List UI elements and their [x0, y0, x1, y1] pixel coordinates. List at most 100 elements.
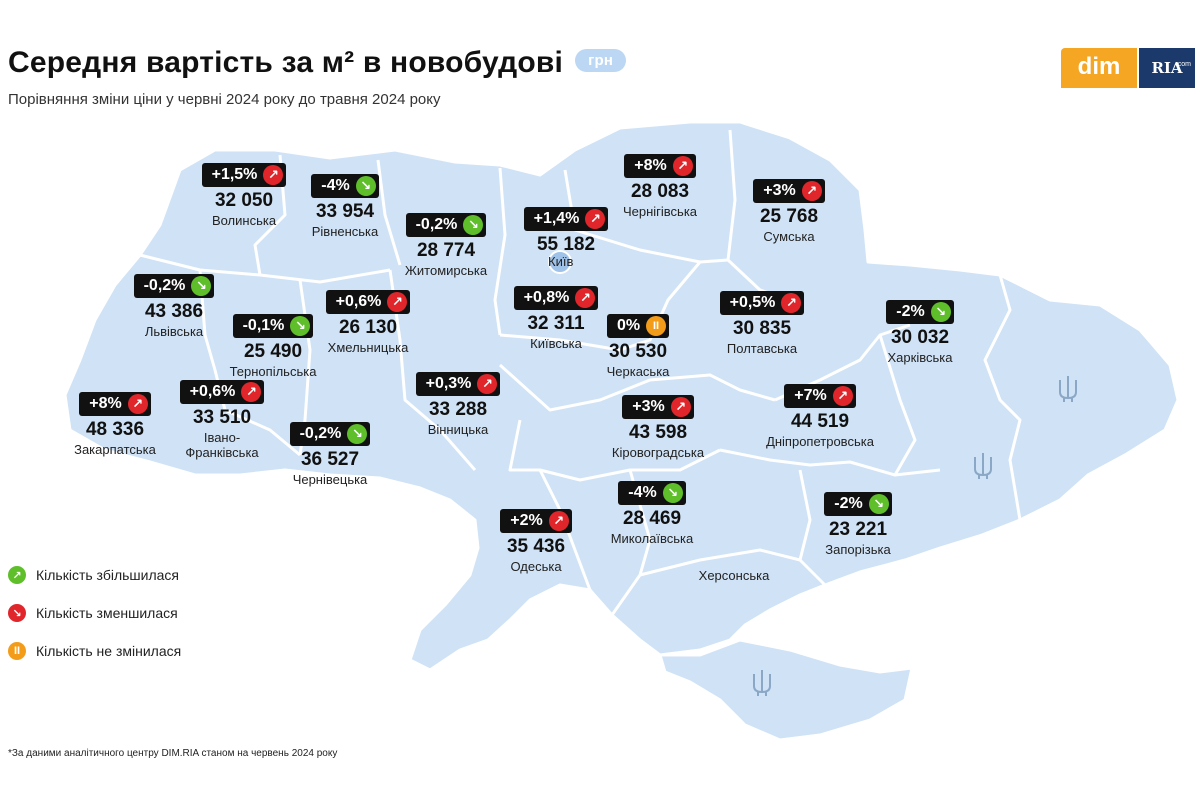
title-text: Середня вартість за м² в новобудові — [8, 46, 564, 79]
change-value: -0,1% — [242, 317, 285, 334]
change-value: +0,6% — [189, 383, 236, 400]
region-mykolaivska: -4% ↘ 28 469 Миколаївська — [596, 481, 708, 546]
region-name: Чернівецька — [292, 472, 368, 487]
change-pill: +0,8% ↗ — [513, 286, 599, 310]
region-name: Дніпропетровська — [766, 434, 874, 449]
price-value: 25 490 — [243, 341, 303, 362]
region-ivano-frankivska: +0,6% ↗ 33 510 Івано- Франківська — [170, 380, 274, 460]
region-kharkivska: -2% ↘ 30 032 Харківська — [872, 300, 968, 365]
increase-arrow-icon: ↗ — [781, 293, 802, 313]
region-lvivska: -0,2% ↘ 43 386 Львівська — [128, 274, 220, 339]
change-value: -4% — [628, 484, 657, 501]
region-name: Одеська — [510, 559, 562, 574]
logo-ria-text: RIA — [1151, 59, 1183, 77]
change-pill: +1,4% ↗ — [523, 207, 609, 231]
region-name: Київська — [530, 336, 582, 351]
change-value: +2% — [510, 512, 543, 529]
region-name: Львівська — [144, 324, 204, 339]
price-value: 35 436 — [506, 536, 566, 557]
page-subtitle: Порівняння зміни ціни у червні 2024 року… — [8, 91, 441, 108]
change-value: +1,5% — [211, 166, 258, 183]
trident-icon — [1059, 376, 1077, 402]
price-value: 48 336 — [85, 419, 145, 440]
decrease-arrow-icon: ↘ — [662, 483, 683, 503]
change-value: -2% — [834, 495, 863, 512]
increase-arrow-icon: ↗ — [670, 397, 691, 417]
increase-arrow-icon: ↗ — [127, 394, 148, 414]
change-value: -2% — [896, 303, 925, 320]
increase-arrow-icon: ↗ — [672, 156, 693, 176]
price-value: 36 527 — [300, 449, 360, 470]
region-name: Сумська — [763, 229, 815, 244]
legend-item-decrease: ↘ Кількість зменшилася — [8, 604, 178, 622]
increase-arrow-icon: ↗ — [801, 181, 822, 201]
region-name: Рівненська — [311, 224, 379, 239]
decrease-arrow-icon: ↘ — [191, 276, 212, 296]
legend-item-unchanged: II Кількість не змінилася — [8, 642, 181, 660]
increase-arrow-icon: ↗ — [241, 382, 262, 402]
increase-arrow-icon: ↗ — [548, 511, 569, 531]
price-value: 30 032 — [890, 327, 950, 348]
region-name: Кіровоградська — [611, 445, 705, 460]
logo-dim: dim — [1061, 48, 1137, 88]
change-pill: +0,6% ↗ — [179, 380, 265, 404]
price-value: 33 954 — [315, 201, 375, 222]
region-ternopilska: -0,1% ↘ 25 490 Тернопільська — [218, 314, 328, 379]
change-pill: -0,2% ↘ — [133, 274, 215, 298]
oblast-border — [719, 448, 941, 477]
region-khmelnytska: +0,6% ↗ 26 130 Хмельницька — [318, 290, 418, 355]
oblast-border — [508, 419, 721, 482]
oblast-border — [610, 469, 652, 616]
region-name: Полтавська — [726, 341, 798, 356]
price-value: 33 288 — [428, 399, 488, 420]
region-zakarpatska: +8% ↗ 48 336 Закарпатська — [60, 392, 170, 457]
legend-label: Кількість зменшилася — [36, 605, 178, 621]
oblast-border — [493, 167, 507, 336]
region-kyiv: +1,4% ↗ 55 182 — [522, 207, 610, 256]
change-pill: -0,2% ↘ — [289, 422, 371, 446]
region-kirovohradska: +3% ↗ 43 598 Кіровоградська — [598, 395, 718, 460]
logo-ria: RIA .com — [1139, 48, 1195, 88]
region-name: Херсонська — [698, 568, 770, 583]
page-title: Середня вартість за м² в новобудові грн — [8, 46, 627, 80]
oblast-border — [388, 269, 477, 471]
region-name: Запорізька — [825, 542, 891, 557]
region-kyivska: +0,8% ↗ 32 311 Київська — [508, 286, 604, 351]
decrease-arrow-icon: ↘ — [868, 494, 889, 514]
dimria-logo[interactable]: dim RIA .com — [1061, 48, 1195, 88]
unit-badge: грн — [575, 48, 627, 72]
increase-arrow-icon: ↗ — [387, 292, 408, 312]
oblast-border — [983, 274, 1022, 521]
red-arrow-icon: ↘ — [8, 604, 26, 622]
price-value: 28 774 — [416, 240, 476, 261]
region-name: Миколаївська — [610, 531, 694, 546]
change-value: +3% — [632, 398, 665, 415]
region-name: Харківська — [887, 350, 953, 365]
pause-icon: II — [8, 642, 26, 660]
trident-icon — [974, 453, 992, 479]
change-value: +8% — [634, 157, 667, 174]
green-arrow-icon: ↗ — [8, 566, 26, 584]
change-pill: +2% ↗ — [500, 509, 572, 533]
oblast-border — [376, 159, 402, 266]
change-pill: -0,1% ↘ — [232, 314, 314, 338]
decrease-arrow-icon: ↘ — [355, 176, 376, 196]
oblast-border — [498, 363, 776, 412]
change-pill: +0,3% ↗ — [415, 372, 501, 396]
region-name: Хмельницька — [327, 340, 409, 355]
increase-arrow-icon: ↗ — [263, 165, 284, 185]
change-pill: -2% ↘ — [886, 300, 954, 324]
region-name: Тернопільська — [229, 364, 317, 379]
change-pill: +0,5% ↗ — [719, 291, 805, 315]
crimea — [657, 638, 914, 742]
region-cherkaska: 0% II 30 530 Черкаська — [590, 314, 686, 379]
trident-icon — [753, 670, 771, 696]
change-value: +0,5% — [729, 294, 776, 311]
price-value: 28 469 — [622, 508, 682, 529]
region-dnipropetrovska: +7% ↗ 44 519 Дніпропетровська — [750, 384, 890, 449]
region-poltavska: +0,5% ↗ 30 835 Полтавська — [712, 291, 812, 356]
price-value: 28 083 — [630, 181, 690, 202]
region-name: Закарпатська — [74, 442, 156, 457]
source-footnote: *За даними аналітичного центру DIM.RIA с… — [8, 748, 338, 759]
region-name: Вінницька — [427, 422, 489, 437]
